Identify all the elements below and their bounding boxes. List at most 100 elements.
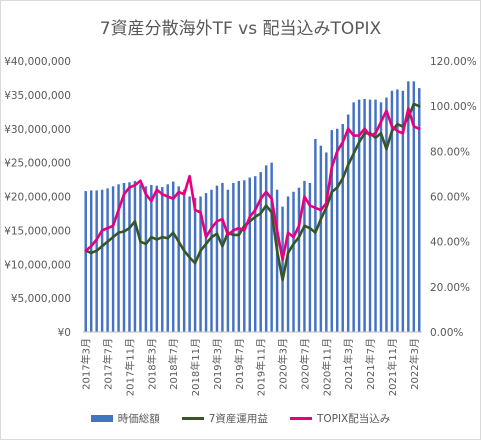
bar-market-value	[150, 184, 153, 332]
y-left-tick-label: ¥5,000,000	[11, 293, 71, 305]
bar-market-value	[171, 181, 175, 332]
y-left-tick-label: ¥35,000,000	[4, 90, 71, 102]
bar-market-value	[357, 99, 361, 333]
chart-title: 7資産分散海外TF vs 配当込みTOPIX	[99, 19, 382, 39]
y-right-tick-label: 0.00%	[430, 327, 463, 339]
y-left-tick-label: ¥40,000,000	[4, 56, 71, 68]
bar-market-value	[161, 187, 164, 332]
bar-market-value	[385, 97, 388, 333]
bar-market-value	[352, 102, 355, 332]
bar-market-value	[314, 138, 317, 332]
x-tick-label: 2021年3月	[342, 338, 355, 390]
bar-market-value	[122, 182, 126, 332]
y-left-tick-label: ¥25,000,000	[4, 158, 71, 170]
bar-market-value	[237, 180, 241, 332]
bar-market-value	[144, 186, 148, 332]
bar-market-value	[95, 190, 98, 332]
x-tick-label: 2020年11月	[320, 338, 333, 396]
bar-market-value	[297, 187, 301, 332]
bar-market-value	[275, 189, 279, 332]
legend-item-7asset: 7資産運用益	[181, 411, 268, 426]
bar-market-value	[270, 162, 273, 332]
bar-market-value	[210, 189, 213, 332]
bar-market-value	[325, 152, 328, 332]
bar-market-value	[106, 188, 109, 332]
bar-market-value	[418, 88, 421, 332]
line-topix-dividend	[84, 107, 421, 262]
x-tick-label: 2019年11月	[255, 338, 268, 396]
bar-market-value	[243, 180, 246, 332]
y-left-tick-label: ¥20,000,000	[4, 192, 71, 204]
bar-market-value	[100, 189, 104, 332]
bar-market-value	[281, 206, 284, 332]
bar-market-value	[379, 102, 383, 332]
bar-market-value	[89, 190, 93, 332]
x-tick-label: 2020年7月	[298, 338, 311, 390]
legend-swatch-7asset	[181, 417, 204, 420]
legend-swatch-market-value	[90, 415, 113, 422]
x-tick-label: 2021年7月	[364, 338, 377, 390]
x-tick-label: 2018年3月	[145, 338, 158, 390]
bar-market-value	[139, 184, 142, 332]
bar-market-value	[111, 186, 115, 332]
bar-market-value	[117, 184, 120, 332]
bar-market-value	[346, 114, 350, 333]
y-right-tick-label: 80.00%	[430, 146, 470, 158]
bar-market-value	[412, 81, 416, 332]
bar-market-value	[368, 99, 372, 333]
bar-market-value	[182, 189, 186, 332]
bar-market-value	[330, 130, 334, 332]
chart-plot: ¥0 ¥5,000,000 ¥10,000,000 ¥15,000,000 ¥20,00…	[4, 56, 477, 396]
bar-market-value	[292, 191, 295, 332]
bar-market-value	[341, 124, 344, 332]
legend-item-market-value: 時価総額	[90, 411, 160, 426]
bar-market-value	[193, 197, 197, 332]
bar-market-value	[264, 165, 268, 332]
x-tick-label: 2017年7月	[102, 338, 115, 390]
y-right-tick-label: 60.00%	[430, 192, 470, 204]
bar-market-value	[84, 191, 87, 332]
chart-legend: 時価総額 7資産運用益 TOPIX配当込み	[1, 411, 480, 426]
bar-market-value	[303, 180, 306, 332]
legend-item-topix: TOPIX配当込み	[289, 411, 391, 426]
bar-market-value	[319, 145, 323, 332]
bar-market-value	[390, 90, 394, 332]
x-tick-label: 2020年3月	[277, 338, 290, 390]
bar-market-value	[155, 185, 159, 332]
x-tick-label: 2021年11月	[386, 338, 399, 396]
bar-market-value	[254, 176, 257, 332]
y-right-tick-label: 120.00%	[430, 56, 477, 68]
x-tick-label: 2018年11月	[189, 338, 202, 396]
bar-market-value	[199, 196, 202, 332]
bar-market-value	[308, 182, 312, 332]
y-left-tick-label: ¥30,000,000	[4, 124, 71, 136]
y-right-tick-label: 40.00%	[430, 237, 470, 249]
line-7asset-return	[84, 102, 421, 282]
bar-market-value	[407, 81, 410, 332]
bar-market-value	[396, 89, 399, 332]
legend-label-market-value: 時価総額	[117, 413, 160, 425]
bar-market-value	[221, 182, 224, 332]
bar-market-value	[336, 128, 339, 332]
x-tick-label: 2017年3月	[80, 338, 93, 390]
x-tick-label: 2019年7月	[233, 338, 246, 390]
x-tick-label: 2022年3月	[408, 338, 421, 390]
bar-market-value	[286, 196, 290, 332]
bar-market-value	[215, 185, 219, 332]
bar-market-value	[363, 98, 366, 332]
x-tick-label: 2019年3月	[211, 338, 224, 390]
legend-label-topix: TOPIX配当込み	[316, 413, 391, 425]
y-left-tick-label: ¥10,000,000	[4, 259, 71, 271]
bar-market-value	[248, 177, 251, 332]
bar-market-value	[188, 196, 191, 332]
x-tick-label: 2017年11月	[123, 338, 136, 396]
bar-market-value	[259, 172, 262, 332]
bar-market-value	[133, 180, 137, 332]
legend-label-7asset: 7資産運用益	[208, 413, 268, 425]
bar-market-value	[204, 193, 208, 332]
y-right-tick-label: 100.00%	[430, 101, 477, 113]
x-tick-label: 2018年7月	[167, 338, 180, 390]
legend-swatch-topix	[289, 417, 312, 420]
bar-market-value	[401, 90, 405, 332]
